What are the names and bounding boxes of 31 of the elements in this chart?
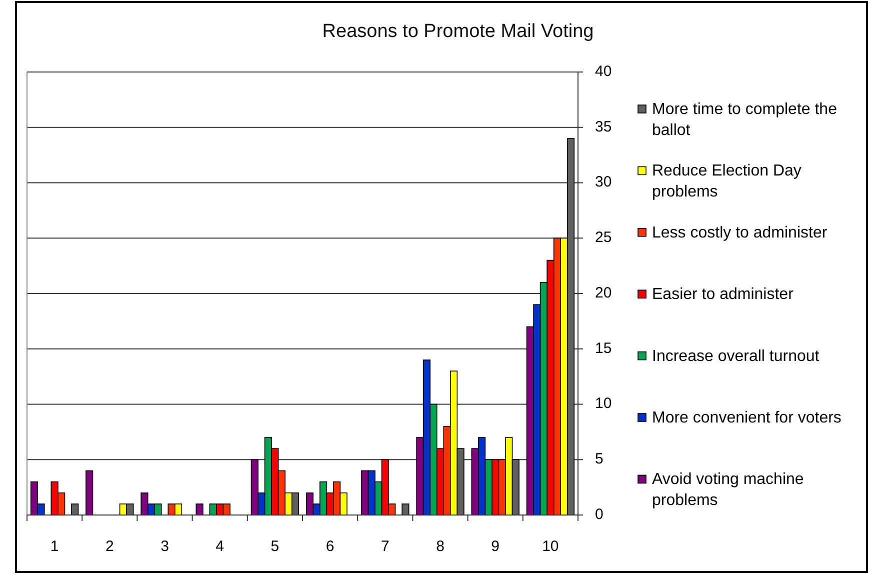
bar (196, 504, 204, 516)
y-tick-label: 15 (595, 340, 612, 357)
x-tick-label: 9 (491, 538, 500, 555)
y-tick-label: 10 (595, 395, 612, 412)
y-tick-label: 5 (595, 450, 604, 468)
legend-label: Increase overall turnout (652, 348, 820, 366)
legend-label: More convenient for voters (652, 410, 842, 427)
x-tick-label: 3 (160, 538, 169, 555)
y-tick-label: 40 (595, 62, 612, 80)
x-tick-label: 10 (542, 538, 559, 555)
legend-label: Easier to administer (652, 286, 794, 304)
x-tick-label: 7 (380, 538, 390, 555)
x-tick-label: 1 (50, 538, 59, 555)
x-tick-label: 5 (270, 538, 280, 555)
legend-label: More time to complete the ballot (652, 101, 838, 140)
bar (86, 470, 94, 516)
bar (402, 504, 410, 516)
legend-label: Avoid voting machine problems (652, 471, 804, 510)
y-tick-label: 20 (595, 284, 612, 302)
chart-title: Reasons to Promote Mail Voting (322, 21, 594, 42)
x-tick-label: 6 (326, 538, 334, 555)
legend-label: Less costly to administer (652, 224, 828, 242)
y-tick-label: 0 (595, 506, 604, 523)
y-tick-label: 25 (595, 229, 612, 246)
y-tick-label: 30 (595, 174, 612, 191)
x-tick-label: 4 (216, 538, 224, 555)
x-tick-label: 8 (436, 538, 444, 555)
x-tick-label: 2 (105, 538, 114, 555)
bar (71, 504, 79, 516)
y-tick-label: 35 (595, 118, 612, 136)
legend-label: Reduce Election Day problems (652, 162, 802, 201)
